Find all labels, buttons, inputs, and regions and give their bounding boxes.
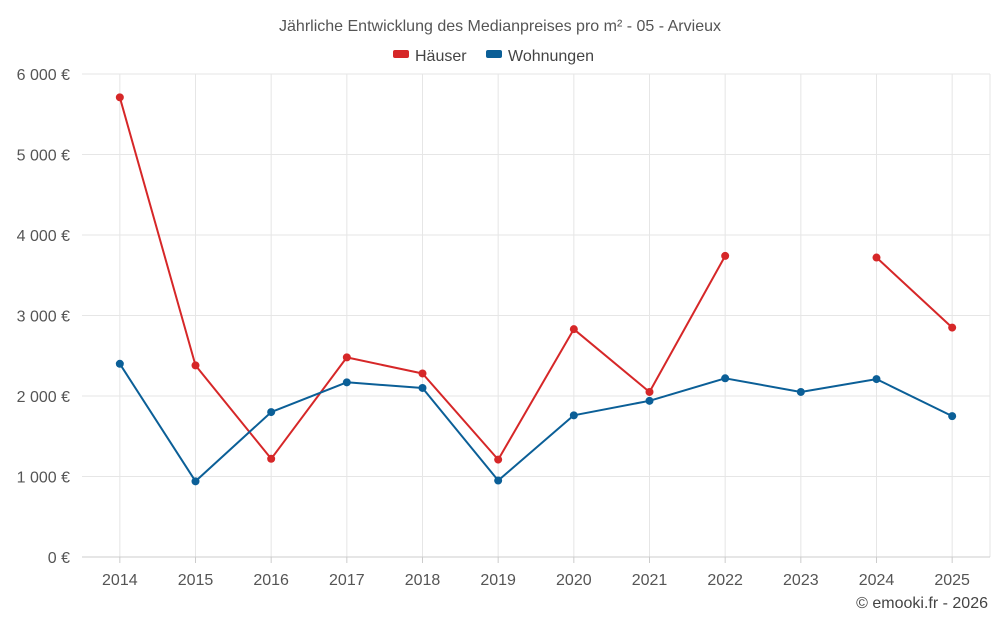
x-tick-label: 2019	[480, 572, 516, 589]
x-tick-label: 2021	[632, 572, 668, 589]
data-point-wohnungen[interactable]	[721, 374, 730, 383]
x-tick-label: 2023	[783, 572, 819, 589]
data-point-haeuser[interactable]	[948, 323, 957, 332]
legend-label-haeuser: Häuser	[415, 48, 467, 65]
data-point-haeuser[interactable]	[494, 455, 503, 464]
data-point-wohnungen[interactable]	[645, 396, 654, 405]
y-tick-label: 0 €	[48, 550, 70, 567]
x-tick-label: 2017	[329, 572, 365, 589]
data-point-wohnungen[interactable]	[796, 387, 805, 396]
x-tick-label: 2020	[556, 572, 592, 589]
data-point-haeuser[interactable]	[191, 361, 200, 370]
y-tick-label: 2 000 €	[17, 389, 70, 406]
series-wohnungen	[115, 359, 957, 486]
data-point-haeuser[interactable]	[418, 369, 427, 378]
legend[interactable]: Häuser Wohnungen	[393, 48, 594, 65]
legend-item-wohnungen[interactable]: Wohnungen	[486, 48, 594, 65]
x-tick-label: 2025	[934, 572, 970, 589]
y-tick-label: 5 000 €	[17, 148, 70, 165]
y-tick-label: 6 000 €	[17, 67, 70, 84]
series-haeuser	[115, 93, 957, 464]
legend-swatch-haeuser	[393, 50, 409, 58]
series-line-haeuser	[875, 256, 954, 329]
x-tick-label: 2024	[859, 572, 895, 589]
data-point-wohnungen[interactable]	[267, 408, 276, 417]
data-point-haeuser[interactable]	[721, 251, 730, 260]
data-point-wohnungen[interactable]	[494, 476, 503, 485]
x-tick-label: 2018	[405, 572, 441, 589]
data-point-wohnungen[interactable]	[418, 383, 427, 392]
legend-item-haeuser[interactable]: Häuser	[393, 48, 467, 65]
data-point-haeuser[interactable]	[872, 253, 881, 262]
data-point-wohnungen[interactable]	[569, 411, 578, 420]
series-layer	[115, 93, 957, 486]
data-point-haeuser[interactable]	[645, 387, 654, 396]
y-axis: 0 € 1 000 € 2 000 € 3 000 € 4 000 € 5 000 € 6 …	[17, 67, 70, 567]
chart-title: Jährliche Entwicklung des Medianpreises …	[279, 18, 721, 35]
x-tick-label: 2015	[178, 572, 214, 589]
data-point-wohnungen[interactable]	[872, 375, 881, 384]
data-point-wohnungen[interactable]	[342, 378, 351, 387]
y-tick-label: 3 000 €	[17, 309, 70, 326]
series-line-wohnungen	[118, 362, 954, 483]
data-point-haeuser[interactable]	[342, 353, 351, 362]
data-point-wohnungen[interactable]	[948, 412, 957, 421]
y-tick-label: 1 000 €	[17, 470, 70, 487]
credit-text: © emooki.fr - 2026	[856, 595, 988, 612]
data-point-haeuser[interactable]	[267, 454, 276, 463]
x-tick-label: 2022	[707, 572, 743, 589]
x-axis: 2014 2015 2016 2017 2018 2019 2020 2021 2022 2023…	[82, 556, 990, 589]
data-point-wohnungen[interactable]	[191, 477, 200, 486]
x-tick-label: 2016	[253, 572, 289, 589]
x-tick-label: 2014	[102, 572, 138, 589]
data-point-haeuser[interactable]	[115, 93, 124, 102]
y-tick-label: 4 000 €	[17, 228, 70, 245]
data-point-wohnungen[interactable]	[115, 359, 124, 368]
grid	[82, 73, 991, 557]
data-point-haeuser[interactable]	[569, 325, 578, 334]
legend-swatch-wohnungen	[486, 50, 502, 58]
legend-label-wohnungen: Wohnungen	[508, 48, 594, 65]
